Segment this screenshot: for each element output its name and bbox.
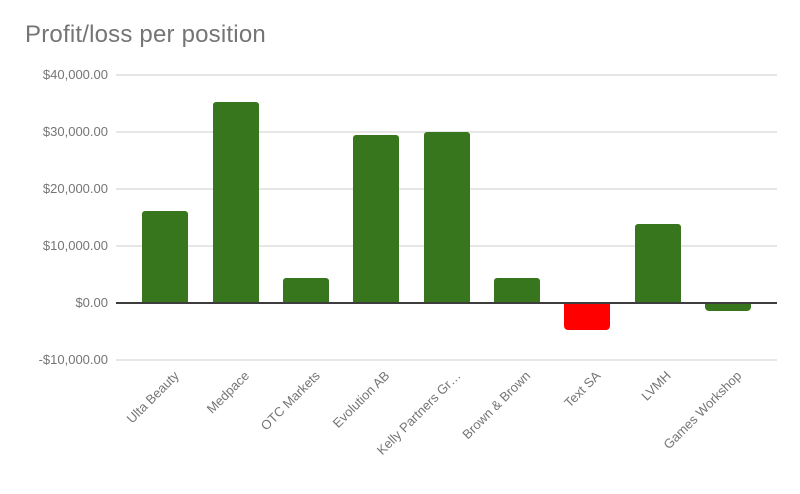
x-axis-category-label: Text SA: [561, 368, 604, 411]
bar-games-workshop[interactable]: [704, 303, 751, 311]
gridline: [116, 359, 777, 361]
zero-axis-line: [116, 302, 777, 304]
bar-lvmh[interactable]: [634, 224, 681, 303]
y-axis-tick-label: $0.00: [75, 295, 108, 310]
x-axis-category-label: LVMH: [638, 368, 675, 404]
bar-medpace[interactable]: [212, 101, 259, 303]
bar-evolution-ab[interactable]: [353, 134, 400, 303]
bar-kelly-partners-gr[interactable]: [423, 132, 470, 303]
y-axis-tick-label: $40,000.00: [42, 67, 108, 82]
x-axis-category-label: OTC Markets: [257, 368, 323, 434]
chart-title: Profit/loss per position: [25, 21, 266, 48]
bar-brown-brown[interactable]: [493, 277, 540, 303]
y-axis-tick-label: -$10,000.00: [38, 352, 108, 367]
x-axis-category-label: Evolution AB: [330, 368, 393, 431]
bar-text-sa[interactable]: [564, 303, 611, 330]
y-axis-tick-label: $10,000.00: [42, 238, 108, 253]
x-axis-category-label: Ulta Beauty: [123, 368, 182, 427]
x-axis-category-label: Medpace: [203, 368, 253, 417]
y-axis-tick-label: $20,000.00: [42, 181, 108, 196]
bar-otc-markets[interactable]: [282, 277, 329, 303]
y-axis-tick-label: $30,000.00: [42, 124, 108, 139]
bar-ulta-beauty[interactable]: [142, 210, 189, 303]
x-axis-category-label: Brown & Brown: [459, 368, 534, 442]
x-axis-category-label: Games Workshop: [660, 368, 745, 453]
gridline: [116, 74, 777, 76]
